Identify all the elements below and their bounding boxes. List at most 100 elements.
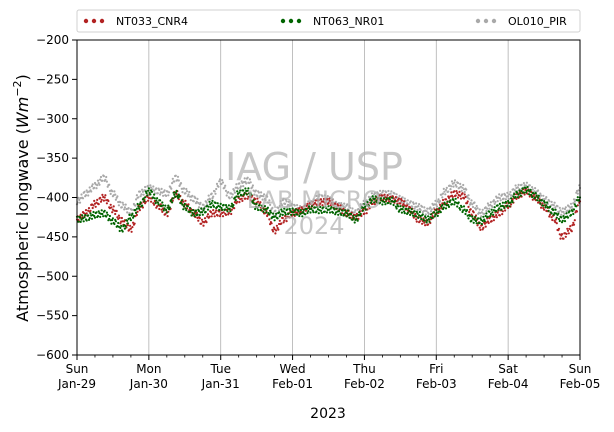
data-point (162, 209, 165, 212)
data-point (474, 215, 477, 218)
data-point (460, 205, 463, 209)
data-point (230, 208, 233, 211)
data-point (218, 208, 221, 211)
data-point (494, 200, 497, 204)
data-point (119, 226, 122, 229)
data-point (550, 216, 553, 219)
x-tick-label-day: Tue (209, 362, 231, 376)
data-point (506, 191, 509, 194)
data-point (334, 202, 337, 205)
legend-marker (296, 18, 302, 24)
data-point (114, 220, 117, 223)
data-point (209, 206, 213, 209)
data-point (485, 209, 488, 213)
data-point (154, 202, 157, 205)
data-point (519, 192, 522, 195)
data-point (524, 186, 527, 189)
data-point (176, 195, 179, 198)
data-point (424, 224, 427, 227)
data-point (275, 229, 278, 232)
data-point (498, 214, 501, 217)
data-point (425, 210, 428, 213)
data-point (328, 199, 332, 202)
data-point (510, 197, 513, 200)
data-point (158, 207, 161, 211)
data-point (77, 220, 80, 223)
data-point (306, 202, 309, 205)
data-point (539, 192, 542, 195)
data-point (406, 204, 409, 207)
data-point (439, 211, 442, 214)
data-point (379, 201, 382, 204)
data-point (178, 195, 181, 198)
data-point (507, 199, 510, 203)
data-point (383, 200, 386, 204)
data-point (562, 215, 565, 218)
data-point (97, 210, 100, 213)
data-point (150, 190, 153, 193)
data-point (547, 209, 550, 212)
data-point (483, 212, 486, 215)
data-point (191, 194, 194, 197)
data-point (88, 217, 91, 220)
data-point (322, 200, 325, 203)
data-point (290, 202, 293, 206)
data-point (265, 211, 268, 214)
data-point (315, 194, 318, 197)
data-point (153, 203, 156, 206)
data-point (560, 233, 564, 236)
data-point (358, 211, 361, 214)
data-point (117, 214, 120, 217)
data-point (510, 203, 513, 206)
data-point (403, 197, 406, 200)
data-point (418, 203, 421, 206)
data-point (236, 200, 239, 203)
data-point (498, 202, 501, 205)
data-point (279, 200, 282, 203)
data-point (355, 212, 358, 215)
data-point (109, 192, 112, 195)
data-point (100, 209, 103, 212)
data-point (417, 216, 420, 219)
data-point (518, 189, 521, 192)
data-point (312, 203, 315, 206)
data-point (501, 213, 504, 216)
data-point (196, 213, 199, 216)
data-point (99, 175, 103, 179)
data-point (430, 208, 433, 211)
x-tick-label-day: Thu (352, 362, 376, 376)
data-point (403, 212, 406, 215)
data-point (421, 222, 424, 225)
data-point (310, 205, 314, 208)
data-point (252, 199, 255, 202)
data-point (88, 186, 91, 189)
data-point (315, 210, 318, 213)
data-point (385, 191, 388, 194)
data-point (567, 205, 570, 208)
data-point (447, 205, 451, 208)
data-point (218, 205, 222, 208)
data-point (368, 207, 371, 210)
data-point (110, 206, 113, 209)
data-point (219, 213, 222, 216)
data-point (370, 201, 373, 204)
data-point (395, 207, 398, 210)
data-point (487, 221, 490, 225)
data-point (319, 202, 322, 205)
data-point (471, 205, 475, 209)
data-point (181, 203, 184, 206)
legend-box (76, 9, 581, 33)
data-point (369, 198, 372, 201)
data-point (187, 193, 190, 196)
data-point (280, 222, 283, 225)
data-point (284, 211, 287, 214)
data-point (519, 194, 523, 197)
data-point (127, 207, 130, 210)
data-point (288, 216, 291, 219)
data-point (105, 215, 108, 218)
data-point (415, 210, 418, 213)
data-point (90, 217, 94, 220)
data-point (467, 194, 470, 197)
data-point (273, 228, 276, 231)
